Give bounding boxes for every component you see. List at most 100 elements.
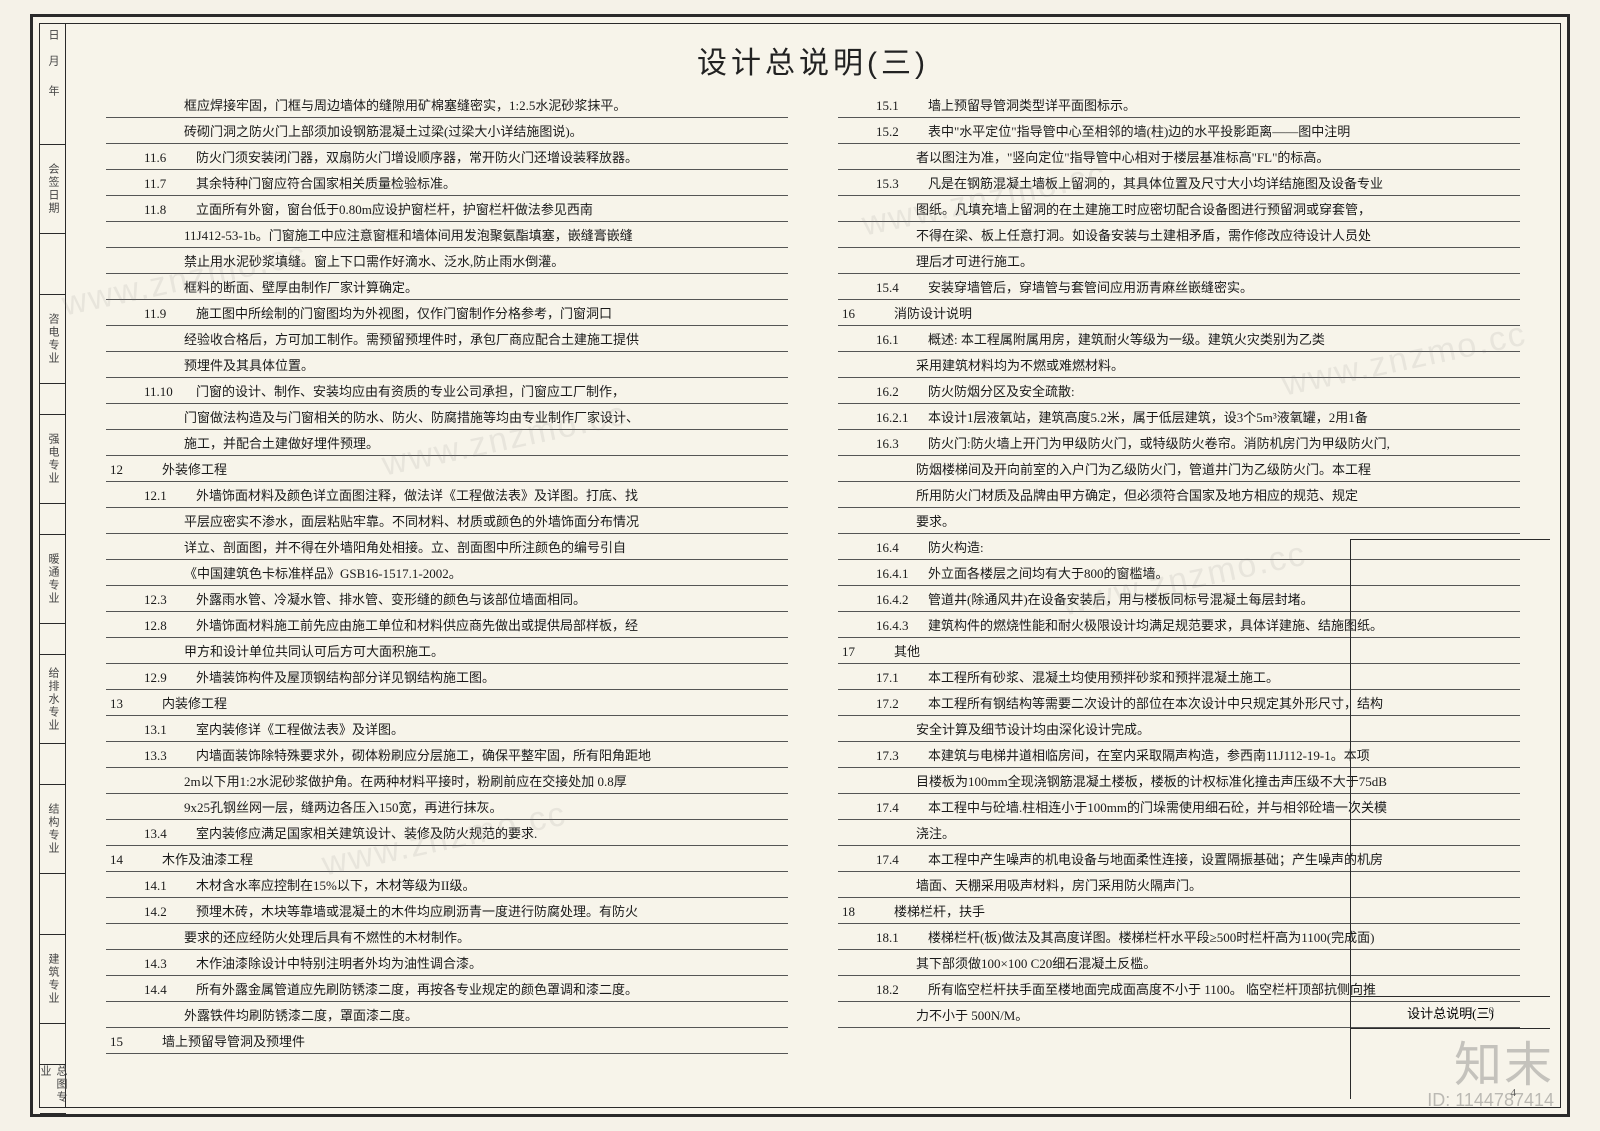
spec-text: 17其他 xyxy=(842,645,920,658)
spec-text: 12外装修工程 xyxy=(110,463,227,476)
spec-number: 16 xyxy=(842,307,894,320)
spec-row: 14.3木作油漆除设计中特别注明者外均为油性调合漆。 xyxy=(106,950,788,976)
spec-text: 甲方和设计单位共同认可后方可大面积施工。 xyxy=(110,645,444,658)
left-tab: 会签日期 xyxy=(40,144,66,234)
spec-text: 16.4.3建筑构件的燃烧性能和耐火极限设计均满足规范要求，具体详建施、结施图纸… xyxy=(842,619,1383,632)
spec-text: 不得在梁、板上任意打洞。如设备安装与土建相矛盾，需作修改应待设计人员处 xyxy=(842,229,1371,242)
spec-text: 11.6防火门须安装闭门器，双扇防火门增设顺序器，常开防火门还增设装释放器。 xyxy=(110,151,638,164)
spec-text: 18.2所有临空栏杆扶手面至楼地面完成面高度不小于 1100。 临空栏杆顶部抗侧… xyxy=(842,983,1376,996)
spec-number: 15.1 xyxy=(876,99,928,112)
spec-row: 《中国建筑色卡标准样品》GSB16-1517.1-2002。 xyxy=(106,560,788,586)
date-month: 月 xyxy=(40,54,66,72)
spec-text: 17.2本工程所有钢结构等需要二次设计的部位在本次设计中只规定其外形尺寸，结构 xyxy=(842,697,1383,710)
spec-number: 17.2 xyxy=(876,697,928,710)
spec-text: 砖砌门洞之防火门上部须加设钢筋混凝土过梁(过梁大小详结施图说)。 xyxy=(110,125,583,138)
spec-text: 外露铁件均刷防锈漆二度，罩面漆二度。 xyxy=(110,1009,418,1022)
spec-row: 11.8立面所有外窗，窗台低于0.80m应设护窗栏杆，护窗栏杆做法参见西南 xyxy=(106,196,788,222)
spec-row: 13.1室内装修详《工程做法表》及详图。 xyxy=(106,716,788,742)
spec-text: 16.4防火构造: xyxy=(842,541,984,554)
spec-text: 要求。 xyxy=(842,515,955,528)
spec-number: 11.6 xyxy=(144,151,196,164)
spec-number: 18 xyxy=(842,905,894,918)
spec-text: 15.2表中"水平定位"指导管中心至相邻的墙(柱)边的水平投影距离——图中注明 xyxy=(842,125,1350,138)
spec-text: 14.4所有外露金属管道应先刷防锈漆二度，再按各专业规定的颜色罩调和漆二度。 xyxy=(110,983,638,996)
spec-row: 16.3防火门:防火墙上开门为甲级防火门，或特级防火卷帘。消防机房门为甲级防火门… xyxy=(838,430,1520,456)
spec-row: 12.1外墙饰面材料及颜色详立面图注释，做法详《工程做法表》及详图。打底、找 xyxy=(106,482,788,508)
spec-text: 禁止用水泥砂浆填缝。窗上下口需作好滴水、泛水,防止雨水倒灌。 xyxy=(110,255,564,268)
spec-row: 所用防火门材质及品牌由甲方确定，但必须符合国家及地方相应的规范、规定 xyxy=(838,482,1520,508)
spec-text: 图纸。凡填充墙上留洞的在土建施工时应密切配合设备图进行预留洞或穿套管， xyxy=(842,203,1371,216)
spec-text: 17.1本工程所有砂浆、混凝土均使用预拌砂浆和预拌混凝土施工。 xyxy=(842,671,1279,684)
spec-number: 14 xyxy=(110,853,162,866)
spec-text: 预埋件及其具体位置。 xyxy=(110,359,314,372)
watermark-id: ID: 1144787414 xyxy=(1427,1090,1554,1111)
left-margin-strip: 日 月 年 会签日期咨电专业强电专业暖通专业给排水专业结构专业建筑专业总图专业 xyxy=(40,24,66,1107)
spec-row: 14木作及油漆工程 xyxy=(106,846,788,872)
column-left: 框应焊接牢固，门框与周边墙体的缝隙用矿棉塞缝密实，1:2.5水泥砂浆抹平。砖砌门… xyxy=(106,92,788,1097)
spec-number: 17.4 xyxy=(876,801,928,814)
spec-text: 13.3内墙面装饰除特殊要求外，砌体粉刷应分层施工，确保平整牢固，所有阳角距地 xyxy=(110,749,651,762)
spec-text: 17.3本建筑与电梯井道相临房间，在室内采取隔声构造，参西南11J112-19-… xyxy=(842,749,1370,762)
spec-text: 安全计算及细节设计均由深化设计完成。 xyxy=(842,723,1150,736)
spec-text: 16.4.2管道井(除通风井)在设备安装后，用与楼板同标号混凝土每层封堵。 xyxy=(842,593,1314,606)
spec-number: 16.2 xyxy=(876,385,928,398)
spec-text: 9x25孔钢丝网一层，缝两边各压入150宽，再进行抹灰。 xyxy=(110,801,503,814)
spec-row: 外露铁件均刷防锈漆二度，罩面漆二度。 xyxy=(106,1002,788,1028)
left-tab: 建筑专业 xyxy=(40,934,66,1024)
spec-row: 16消防设计说明 xyxy=(838,300,1520,326)
spec-number: 12.3 xyxy=(144,593,196,606)
columns-wrap: 框应焊接牢固，门框与周边墙体的缝隙用矿棉塞缝密实，1:2.5水泥砂浆抹平。砖砌门… xyxy=(106,92,1520,1107)
spec-number: 13.4 xyxy=(144,827,196,840)
spec-text: 详立、剖面图，并不得在外墙阳角处相接。立、剖面图中所注颜色的编号引自 xyxy=(110,541,626,554)
spec-text: 15.3凡是在钢筋混凝土墙板上留洞的，其具体位置及尺寸大小均详结施图及设备专业 xyxy=(842,177,1383,190)
spec-row: 15墙上预留导管洞及预埋件 xyxy=(106,1028,788,1054)
spec-row: 13.4室内装修应满足国家相关建筑设计、装修及防火规范的要求. xyxy=(106,820,788,846)
spec-row: 禁止用水泥砂浆填缝。窗上下口需作好滴水、泛水,防止雨水倒灌。 xyxy=(106,248,788,274)
spec-row: 框料的断面、壁厚由制作厂家计算确定。 xyxy=(106,274,788,300)
spec-text: 其下部须做100×100 C20细石混凝土反槛。 xyxy=(842,957,1156,970)
spec-text: 平层应密实不渗水，面层粘贴牢靠。不同材料、材质或颜色的外墙饰面分布情况 xyxy=(110,515,639,528)
spec-text: 11.9施工图中所绘制的门窗图均为外视图，仅作门窗制作分格参考，门窗洞口 xyxy=(110,307,612,320)
left-tab: 结构专业 xyxy=(40,784,66,874)
spec-number: 13 xyxy=(110,697,162,710)
spec-text: 16.3防火门:防火墙上开门为甲级防火门，或特级防火卷帘。消防机房门为甲级防火门… xyxy=(842,437,1390,450)
spec-row: 者以图注为准，"竖向定位"指导管中心相对于楼层基准标高"FL"的标高。 xyxy=(838,144,1520,170)
spec-text: 18.1楼梯栏杆(板)做法及其高度详图。楼梯栏杆水平段≥500时栏杆高为1100… xyxy=(842,931,1374,944)
spec-row: 图纸。凡填充墙上留洞的在土建施工时应密切配合设备图进行预留洞或穿套管， xyxy=(838,196,1520,222)
spec-text: 14.2预埋木砖，木块等靠墙或混凝土的木件均应刷沥青一度进行防腐处理。有防火 xyxy=(110,905,638,918)
spec-number: 11.9 xyxy=(144,307,196,320)
spec-number: 17.1 xyxy=(876,671,928,684)
spec-number: 16.4.3 xyxy=(876,619,928,632)
spec-row: 12外装修工程 xyxy=(106,456,788,482)
spec-number: 17 xyxy=(842,645,894,658)
spec-text: 施工，并配合土建做好埋件预理。 xyxy=(110,437,379,450)
spec-row: 15.3凡是在钢筋混凝土墙板上留洞的，其具体位置及尺寸大小均详结施图及设备专业 xyxy=(838,170,1520,196)
spec-text: 16.4.1外立面各楼层之间均有大于800的窗槛墙。 xyxy=(842,567,1169,580)
spec-number: 15.2 xyxy=(876,125,928,138)
spec-text: 16.1概述: 本工程属附属用房，建筑耐火等级为一级。建筑火灾类别为乙类 xyxy=(842,333,1325,346)
spec-row: 甲方和设计单位共同认可后方可大面积施工。 xyxy=(106,638,788,664)
spec-row: 11.9施工图中所绘制的门窗图均为外视图，仅作门窗制作分格参考，门窗洞口 xyxy=(106,300,788,326)
spec-row: 15.4安装穿墙管后，穿墙管与套管间应用沥青麻丝嵌缝密实。 xyxy=(838,274,1520,300)
spec-text: 16消防设计说明 xyxy=(842,307,972,320)
left-tab: 暖通专业 xyxy=(40,534,66,624)
spec-text: 16.2.1本设计1层液氧站，建筑高度5.2米，属于低层建筑，设3个5m³液氧罐… xyxy=(842,411,1368,424)
spec-text: 18楼梯栏杆，扶手 xyxy=(842,905,985,918)
spec-text: 16.2防火防烟分区及安全疏散: xyxy=(842,385,1075,398)
spec-row: 16.2.1本设计1层液氧站，建筑高度5.2米，属于低层建筑，设3个5m³液氧罐… xyxy=(838,404,1520,430)
spec-text: 11.7其余特种门窗应符合国家相关质量检验标准。 xyxy=(110,177,456,190)
spec-number: 15 xyxy=(110,1035,162,1048)
spec-number: 18.2 xyxy=(876,983,928,996)
spec-number: 12.1 xyxy=(144,489,196,502)
spec-row: 14.1木材含水率应控制在15%以下，木材等级为II级。 xyxy=(106,872,788,898)
spec-text: 经验收合格后，方可加工制作。需预留预埋件时，承包厂商应配合土建施工提供 xyxy=(110,333,639,346)
spec-row: 经验收合格后，方可加工制作。需预留预埋件时，承包厂商应配合土建施工提供 xyxy=(106,326,788,352)
spec-row: 采用建筑材料均为不燃或难燃材料。 xyxy=(838,352,1520,378)
spec-row: 9x25孔钢丝网一层，缝两边各压入150宽，再进行抹灰。 xyxy=(106,794,788,820)
spec-number: 12 xyxy=(110,463,162,476)
spec-text: 14.1木材含水率应控制在15%以下，木材等级为II级。 xyxy=(110,879,476,892)
spec-text: 11.8立面所有外窗，窗台低于0.80m应设护窗栏杆，护窗栏杆做法参见西南 xyxy=(110,203,593,216)
date-day: 日 xyxy=(40,28,66,46)
drawing-inner-frame: 日 月 年 会签日期咨电专业强电专业暖通专业给排水专业结构专业建筑专业总图专业 … xyxy=(39,23,1561,1108)
spec-text: 墙面、天棚采用吸声材料，房门采用防火隔声门。 xyxy=(842,879,1202,892)
